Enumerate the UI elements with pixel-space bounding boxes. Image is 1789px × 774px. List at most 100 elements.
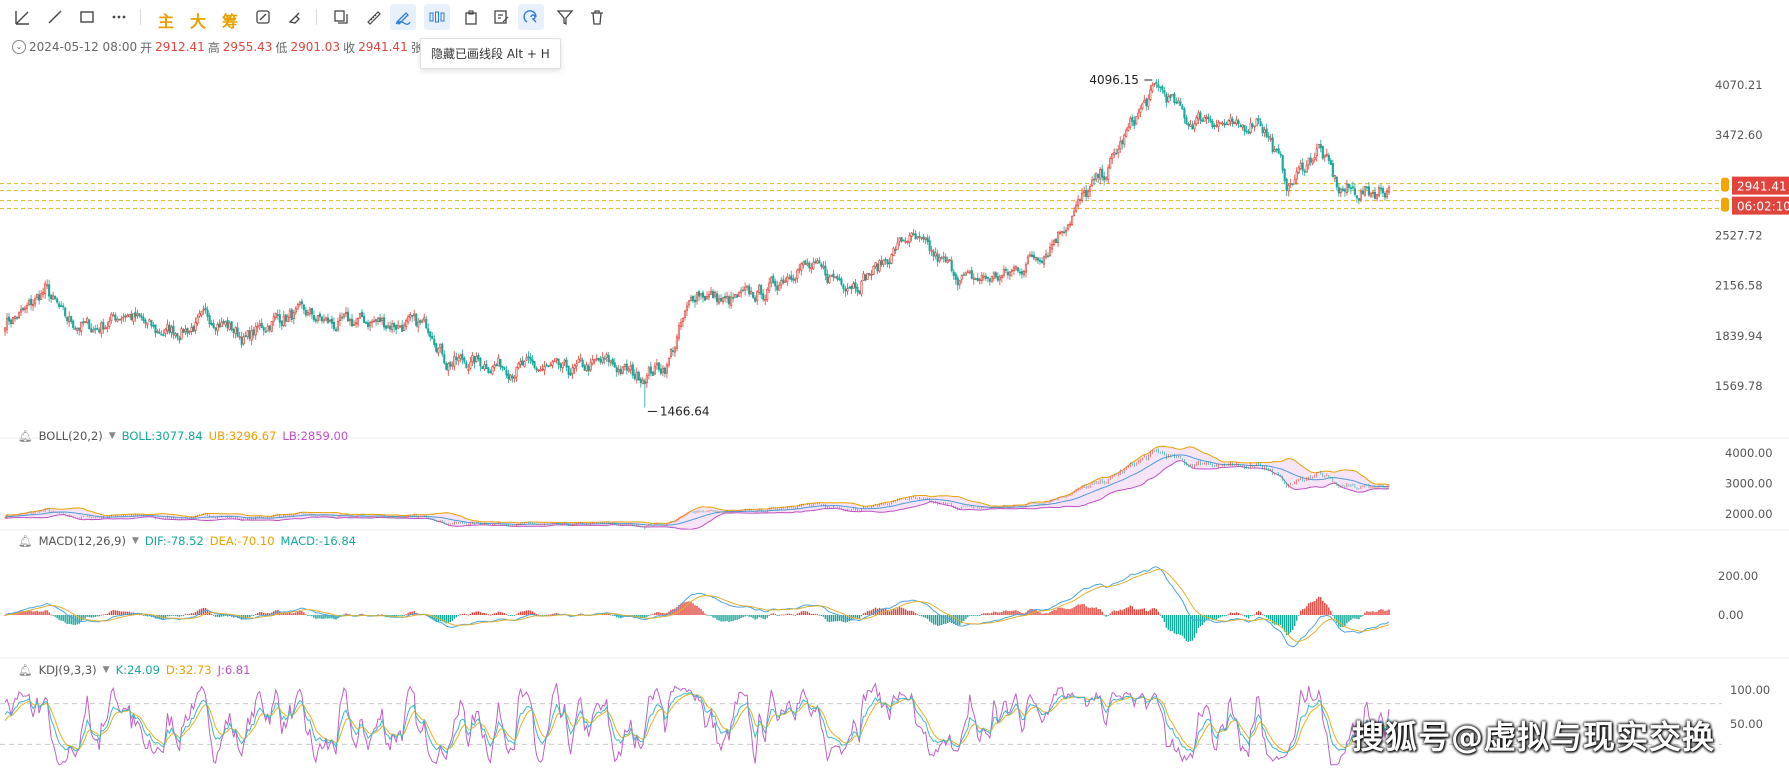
- price-y-tick: 4070.21: [1715, 78, 1763, 92]
- candle: [722, 297, 725, 303]
- candle: [429, 331, 432, 338]
- magnet-icon[interactable]: [518, 4, 544, 30]
- bell-icon[interactable]: 🔔︎: [18, 429, 33, 443]
- candle: [928, 240, 931, 251]
- big-order-toggle[interactable]: 大: [190, 12, 207, 31]
- candle: [74, 327, 77, 330]
- ray-line-icon[interactable]: [42, 4, 68, 30]
- candle: [906, 241, 909, 243]
- candle: [24, 307, 27, 311]
- candle: [812, 262, 815, 270]
- candle: [1347, 183, 1350, 188]
- candle: [344, 312, 348, 315]
- candle: [1044, 253, 1048, 258]
- macd-bar: [798, 612, 800, 615]
- filter-icon[interactable]: [552, 4, 578, 30]
- candle: [1040, 260, 1044, 264]
- macd-bar: [1137, 609, 1139, 615]
- dropdown-icon[interactable]: ▼: [102, 665, 110, 675]
- candle: [477, 354, 480, 360]
- macd-bar: [1115, 610, 1117, 615]
- macd-bar: [1189, 615, 1192, 642]
- note-edit-icon[interactable]: [488, 4, 514, 30]
- macd-bar: [1314, 601, 1316, 615]
- macd-bar: [690, 601, 692, 615]
- candle: [36, 294, 39, 298]
- candle: [904, 240, 907, 243]
- macd-bar: [1302, 609, 1304, 615]
- candle: [948, 259, 951, 261]
- pen-draw-icon[interactable]: [390, 4, 416, 30]
- macd-bar: [1037, 611, 1039, 615]
- dropdown-icon[interactable]: ▼: [108, 431, 116, 441]
- candle: [693, 299, 697, 303]
- candle: [463, 357, 466, 362]
- trash-icon[interactable]: [584, 4, 610, 30]
- bell-icon[interactable]: 🔔︎: [18, 534, 33, 548]
- eraser-icon[interactable]: [282, 4, 308, 30]
- macd-name[interactable]: MACD(12,26,9): [38, 534, 126, 548]
- candle: [316, 314, 319, 322]
- bell-icon[interactable]: 🔔︎: [18, 663, 33, 677]
- candle: [84, 321, 87, 323]
- boll-y-tick: 4000.00: [1725, 446, 1773, 460]
- candle: [1167, 96, 1170, 102]
- macd-bar: [1322, 600, 1324, 615]
- boll-name[interactable]: BOLL(20,2): [38, 429, 103, 443]
- kdj-name[interactable]: KDJ(9,3,3): [38, 663, 97, 677]
- candle: [653, 365, 656, 375]
- macd-bar: [1063, 608, 1065, 615]
- candle-pattern-icon[interactable]: [424, 4, 450, 30]
- collapse-icon[interactable]: ⌄: [12, 40, 26, 54]
- macd-bar: [473, 612, 476, 615]
- candle: [164, 328, 167, 335]
- candle: [1377, 187, 1381, 196]
- candle: [1010, 269, 1013, 272]
- candle: [324, 317, 327, 321]
- macd-bar: [993, 611, 995, 615]
- macd-bar: [766, 615, 768, 618]
- macd-bar: [465, 614, 468, 616]
- candle: [142, 316, 145, 322]
- candle: [19, 308, 23, 313]
- candle: [884, 258, 887, 261]
- candle: [1309, 157, 1312, 163]
- candle: [1375, 193, 1379, 199]
- candle: [750, 290, 753, 295]
- candle: [579, 358, 582, 361]
- kdj-legend: 🔔︎ KDJ(9,3,3) ▼ K:24.09 D:32.73 J:6.81: [18, 663, 250, 677]
- candle: [647, 367, 650, 376]
- macd-bar: [1225, 615, 1228, 616]
- candle: [158, 331, 161, 334]
- macd-bar: [170, 615, 173, 616]
- clipboard-icon[interactable]: [458, 4, 484, 30]
- macd-bar: [991, 612, 993, 615]
- copy-icon[interactable]: [328, 4, 354, 30]
- macd-bar: [1029, 609, 1031, 615]
- candle: [1173, 93, 1176, 103]
- macd-bar: [146, 615, 149, 617]
- macd-bar: [896, 608, 899, 615]
- candle: [1155, 82, 1158, 84]
- candle: [555, 357, 558, 361]
- candle: [1341, 188, 1344, 192]
- ruler-icon[interactable]: [360, 4, 386, 30]
- candle: [449, 361, 452, 367]
- candle: [425, 318, 428, 329]
- macd-bar: [778, 615, 780, 616]
- macd-bar: [283, 612, 285, 615]
- more-icon[interactable]: [106, 4, 132, 30]
- dropdown-icon[interactable]: ▼: [131, 536, 139, 546]
- rectangle-icon[interactable]: [74, 4, 100, 30]
- candle: [1151, 84, 1154, 92]
- candle: [910, 232, 913, 237]
- candle: [1267, 135, 1270, 139]
- chip-toggle[interactable]: 筹: [222, 12, 239, 31]
- macd-bar: [196, 610, 199, 615]
- candle: [894, 249, 897, 252]
- line-segment-icon[interactable]: [10, 4, 36, 30]
- main-chart-toggle[interactable]: 主: [158, 12, 175, 31]
- snapshot-icon[interactable]: [250, 4, 276, 30]
- macd-bar: [513, 615, 516, 616]
